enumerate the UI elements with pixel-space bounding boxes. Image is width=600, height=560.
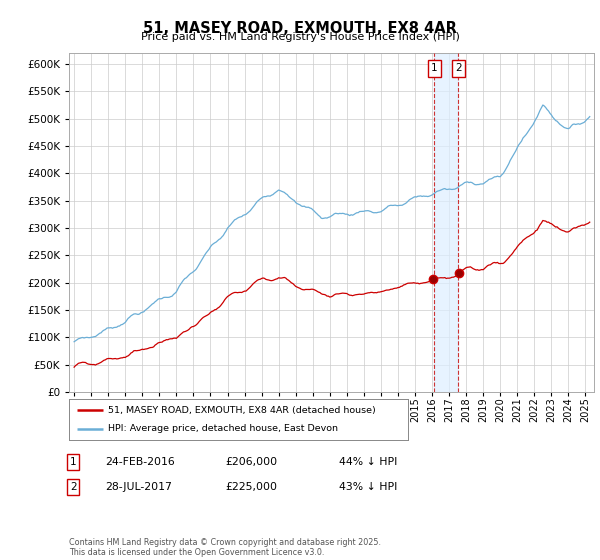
Text: 43% ↓ HPI: 43% ↓ HPI xyxy=(339,482,397,492)
Text: 2: 2 xyxy=(455,63,462,73)
Text: 1: 1 xyxy=(70,457,77,467)
Text: 28-JUL-2017: 28-JUL-2017 xyxy=(105,482,172,492)
Text: 51, MASEY ROAD, EXMOUTH, EX8 4AR (detached house): 51, MASEY ROAD, EXMOUTH, EX8 4AR (detach… xyxy=(108,405,376,414)
Text: HPI: Average price, detached house, East Devon: HPI: Average price, detached house, East… xyxy=(108,424,338,433)
Text: £206,000: £206,000 xyxy=(225,457,277,467)
Text: 1: 1 xyxy=(431,63,437,73)
Text: 2: 2 xyxy=(70,482,77,492)
Text: Price paid vs. HM Land Registry's House Price Index (HPI): Price paid vs. HM Land Registry's House … xyxy=(140,32,460,43)
Text: £225,000: £225,000 xyxy=(225,482,277,492)
Text: 44% ↓ HPI: 44% ↓ HPI xyxy=(339,457,397,467)
Text: 51, MASEY ROAD, EXMOUTH, EX8 4AR: 51, MASEY ROAD, EXMOUTH, EX8 4AR xyxy=(143,21,457,36)
Bar xyxy=(434,53,458,392)
Text: 24-FEB-2016: 24-FEB-2016 xyxy=(105,457,175,467)
Text: Contains HM Land Registry data © Crown copyright and database right 2025.
This d: Contains HM Land Registry data © Crown c… xyxy=(69,538,381,557)
